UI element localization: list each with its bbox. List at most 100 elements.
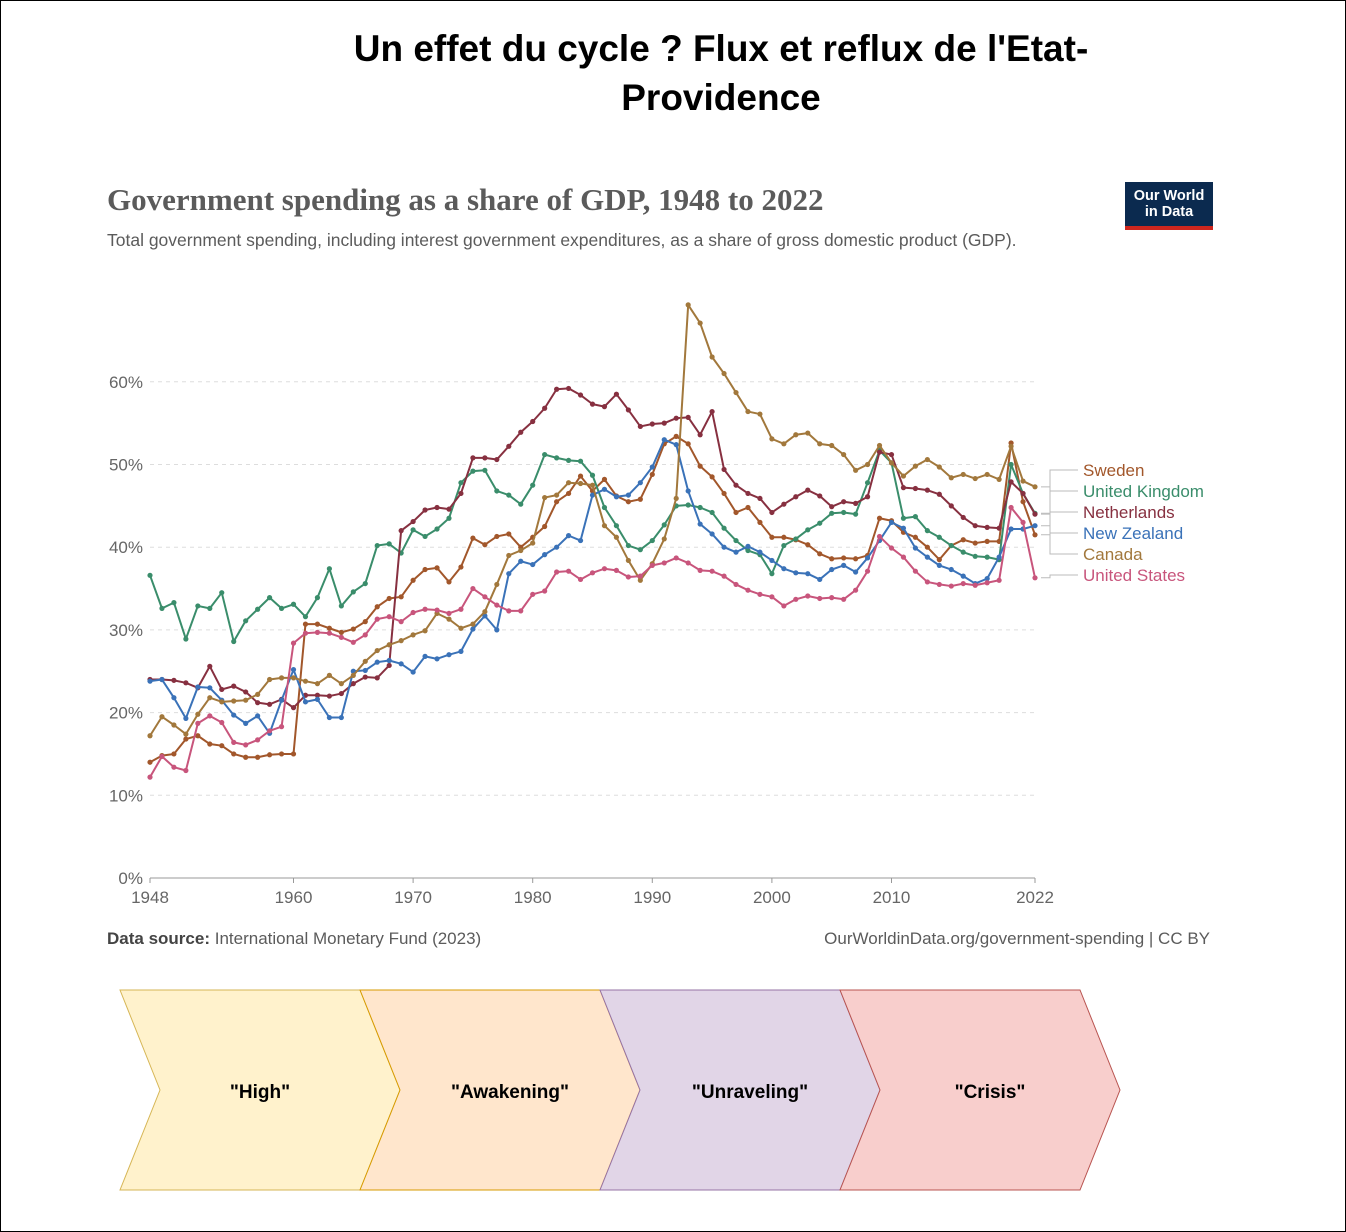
data-point xyxy=(231,698,237,704)
y-tick-label: 10% xyxy=(109,786,143,805)
label-connector xyxy=(1041,469,1078,536)
data-point xyxy=(207,695,213,701)
data-point xyxy=(996,577,1002,583)
data-point xyxy=(721,573,727,579)
data-point xyxy=(1008,443,1014,449)
series-line xyxy=(150,387,1036,709)
data-point xyxy=(147,759,153,765)
data-point xyxy=(243,697,249,703)
data-point xyxy=(386,541,392,547)
data-point xyxy=(781,441,787,447)
data-point xyxy=(757,591,763,597)
data-point xyxy=(219,743,225,749)
data-point xyxy=(374,647,380,654)
data-point xyxy=(960,471,966,478)
data-point xyxy=(793,596,799,602)
data-point xyxy=(697,567,703,573)
data-point xyxy=(984,576,990,582)
data-point xyxy=(589,570,596,576)
data-point xyxy=(709,408,715,415)
data-point xyxy=(171,677,177,683)
data-point xyxy=(207,713,213,719)
data-point xyxy=(362,658,368,664)
data-point xyxy=(685,488,691,494)
data-point xyxy=(1032,511,1038,517)
data-point xyxy=(673,555,679,561)
data-point xyxy=(494,602,500,608)
data-point xyxy=(278,697,285,703)
data-point xyxy=(470,621,476,627)
data-point xyxy=(685,441,691,447)
data-point xyxy=(458,480,464,486)
data-point xyxy=(829,595,835,601)
data-point xyxy=(446,616,452,622)
data-point xyxy=(769,534,775,540)
data-point xyxy=(171,751,177,757)
phase-label: "High" xyxy=(230,1082,290,1103)
data-point xyxy=(446,506,452,512)
data-point xyxy=(625,574,631,580)
data-source-label: Data source: xyxy=(107,929,210,948)
data-point xyxy=(649,464,655,470)
series-label: United States xyxy=(1083,566,1185,585)
data-point xyxy=(195,720,201,726)
data-point xyxy=(255,754,261,760)
data-point xyxy=(637,573,643,579)
y-tick-label: 60% xyxy=(109,373,143,392)
data-point xyxy=(542,523,548,530)
data-point xyxy=(565,490,572,497)
data-point xyxy=(1032,523,1038,529)
data-point xyxy=(422,507,428,513)
data-point xyxy=(434,565,440,571)
data-point xyxy=(386,662,392,669)
label-connector xyxy=(1041,486,1078,555)
data-point xyxy=(984,538,990,545)
data-point xyxy=(278,724,285,730)
data-point xyxy=(159,605,165,611)
data-point xyxy=(302,678,309,684)
data-point xyxy=(231,638,237,645)
data-point xyxy=(805,527,811,533)
data-point xyxy=(960,514,966,521)
data-point xyxy=(769,594,775,600)
data-point xyxy=(554,544,560,550)
data-point xyxy=(721,466,727,473)
data-point xyxy=(613,494,620,500)
data-point xyxy=(1020,478,1026,484)
data-point xyxy=(649,471,655,478)
data-point xyxy=(422,533,428,540)
data-point xyxy=(147,774,153,780)
data-point xyxy=(769,509,775,516)
data-point xyxy=(733,509,739,516)
y-tick-label: 40% xyxy=(109,538,143,557)
data-point xyxy=(972,523,978,529)
data-point xyxy=(470,535,476,541)
data-point xyxy=(864,568,871,574)
data-point xyxy=(793,494,799,500)
data-point xyxy=(195,733,201,739)
data-point xyxy=(613,534,620,540)
label-connector xyxy=(1041,525,1078,534)
data-point xyxy=(410,527,416,533)
data-point xyxy=(829,566,835,573)
data-point xyxy=(458,490,464,497)
data-point xyxy=(266,752,273,758)
data-point xyxy=(458,564,464,570)
data-point xyxy=(482,542,488,548)
data-point xyxy=(577,473,584,479)
data-point xyxy=(350,672,356,678)
logo-line-2: in Data xyxy=(1144,204,1194,220)
data-point xyxy=(924,579,930,585)
data-point xyxy=(853,500,859,506)
data-point xyxy=(290,640,297,646)
data-point xyxy=(482,609,488,615)
data-point xyxy=(745,587,751,593)
data-point xyxy=(733,549,739,555)
data-point xyxy=(817,576,823,583)
data-point xyxy=(302,699,309,705)
data-point xyxy=(506,571,512,577)
data-point xyxy=(1008,504,1014,511)
data-point xyxy=(362,632,368,638)
data-point xyxy=(733,482,739,488)
data-point xyxy=(518,608,524,614)
